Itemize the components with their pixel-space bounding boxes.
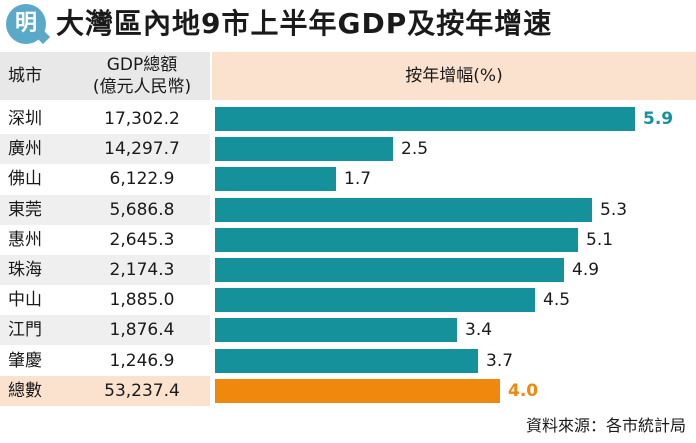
gdp-value: 1,246.9 [109, 350, 175, 371]
city-label: 惠州 [8, 229, 42, 250]
city-label: 佛山 [8, 169, 42, 190]
table-row: 深圳 17,302.2 5.9 [0, 104, 696, 134]
growth-bar [215, 197, 592, 222]
growth-value-label: 3.7 [486, 350, 514, 371]
row-background [0, 194, 210, 225]
row-background [0, 375, 210, 406]
table-header-left: 城市 GDP總額 (億元人民幣) [0, 52, 210, 100]
growth-value-label: 5.1 [586, 229, 614, 250]
source-note: 資料來源：各市統計局 [525, 416, 686, 435]
city-label: 東莞 [8, 199, 42, 220]
growth-bar [215, 348, 478, 373]
row-background [0, 315, 210, 346]
growth-bar [215, 318, 457, 343]
table-row: 惠州 2,645.3 5.1 [0, 225, 696, 255]
gdp-value: 1,885.0 [109, 290, 175, 311]
growth-value-label: 4.9 [572, 260, 600, 280]
city-label: 中山 [8, 290, 42, 311]
growth-value-label: 2.5 [401, 139, 429, 160]
total-growth-bar [215, 378, 500, 403]
city-label: 廣州 [8, 139, 42, 160]
city-label: 深圳 [8, 109, 42, 129]
header: 明 大灣區內地9市上半年GDP及按年增速 [0, 0, 696, 48]
growth-bar [215, 137, 393, 162]
growth-bar [215, 258, 564, 282]
growth-value-label: 5.9 [643, 109, 674, 129]
gdp-value: 53,237.4 [104, 380, 180, 401]
table-row: 江門 1,876.4 3.4 [0, 315, 696, 346]
city-label: 肇慶 [8, 350, 42, 371]
city-label: 總數 [8, 380, 42, 401]
table-row: 珠海 2,174.3 4.9 [0, 255, 696, 285]
table-row: 肇慶 1,246.9 3.7 [0, 346, 696, 376]
column-header-growth: 按年增幅(%) [405, 66, 503, 86]
growth-value-label: 5.3 [600, 199, 628, 220]
chart-title: 大灣區內地9市上半年GDP及按年增速 [56, 7, 553, 40]
city-label: 江門 [8, 320, 42, 341]
column-header-city: 城市 [8, 66, 42, 86]
gdp-value: 17,302.2 [104, 109, 180, 129]
gdp-value: 5,686.8 [109, 199, 175, 220]
growth-value-label: 4.0 [508, 380, 539, 401]
gdp-value: 2,645.3 [109, 229, 175, 250]
row-background [0, 134, 210, 165]
growth-bar [215, 167, 336, 192]
row-background [0, 255, 210, 285]
table-row: 中山 1,885.0 4.5 [0, 285, 696, 315]
growth-value-label: 3.4 [465, 320, 493, 341]
column-header-gdp-unit: (億元人民幣) [92, 77, 192, 97]
gdp-value: 2,174.3 [109, 260, 175, 280]
growth-bar [215, 227, 578, 252]
column-header-gdp: GDP總額 [106, 55, 178, 75]
table-row: 廣州 14,297.7 2.5 [0, 134, 696, 165]
growth-value-label: 4.5 [543, 290, 571, 311]
growth-value-label: 1.7 [344, 169, 372, 190]
growth-bar [215, 107, 635, 131]
gdp-value: 14,297.7 [104, 139, 180, 160]
gdp-value: 1,876.4 [109, 320, 175, 341]
city-label: 珠海 [8, 260, 42, 280]
gdp-value: 6,122.9 [109, 169, 175, 190]
total-row: 總數 53,237.4 4.0 [0, 375, 696, 406]
ming-pao-logo: 明 [6, 4, 46, 44]
table-row: 佛山 6,122.9 1.7 [0, 164, 696, 194]
growth-bar [215, 288, 535, 313]
table-header-right: 按年增幅(%) [212, 52, 696, 100]
table-row: 東莞 5,686.8 5.3 [0, 194, 696, 225]
